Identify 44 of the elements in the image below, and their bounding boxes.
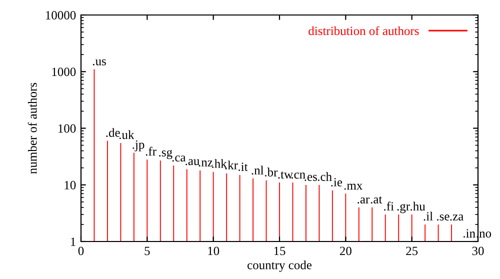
data-label: .br: [265, 168, 278, 177]
data-label: .nl: [252, 166, 264, 175]
x-tick-label: 30: [472, 246, 484, 256]
data-label: .jp: [132, 140, 144, 152]
x-tick-label: 10: [208, 246, 220, 256]
data-label: .ca: [172, 156, 186, 162]
data-label: .in: [464, 229, 476, 238]
y-tick-label: 100: [58, 124, 76, 133]
data-label: .at: [370, 196, 382, 204]
x-tick-label: 0: [78, 246, 84, 256]
x-axis-title: country code: [248, 260, 312, 272]
data-label: .us: [92, 59, 106, 66]
y-tick-label: 10: [64, 180, 76, 190]
y-tick-label: 1: [70, 238, 76, 246]
data-label: .de: [106, 128, 120, 137]
y-axis-title: number of authors: [28, 82, 37, 174]
x-tick-label: 20: [340, 246, 352, 256]
y-tick-label: 10000: [46, 11, 76, 20]
data-label: .kr: [225, 160, 238, 170]
x-tick-label: 5: [144, 246, 150, 256]
data-label: .uk: [119, 130, 134, 140]
data-label: .cn: [291, 172, 306, 179]
data-label: .au: [186, 159, 200, 166]
data-label: .fi: [384, 202, 394, 211]
data-label: .za: [450, 214, 464, 221]
x-tick-label: 25: [406, 246, 418, 256]
data-label: .ar: [358, 197, 370, 204]
data-label: .sg: [159, 150, 172, 160]
data-label: .hk: [212, 159, 227, 168]
data-label: .nz: [198, 160, 213, 167]
data-label: .hu: [410, 202, 426, 211]
data-label: .se: [437, 214, 450, 221]
data-label: .fr: [146, 146, 156, 156]
x-tick-label: 15: [274, 246, 286, 256]
data-label: .es: [304, 174, 317, 181]
data-label: .ch: [318, 172, 332, 181]
data-label: .ie: [331, 178, 342, 186]
data-label: .il: [424, 212, 433, 221]
data-label: .tw: [278, 171, 293, 179]
data-label: .it: [238, 162, 248, 172]
data-label: .gr: [397, 204, 410, 214]
y-tick-label: 1000: [52, 68, 76, 76]
data-label: .mx: [344, 184, 363, 190]
legend-label: distribution of authors: [308, 26, 419, 36]
